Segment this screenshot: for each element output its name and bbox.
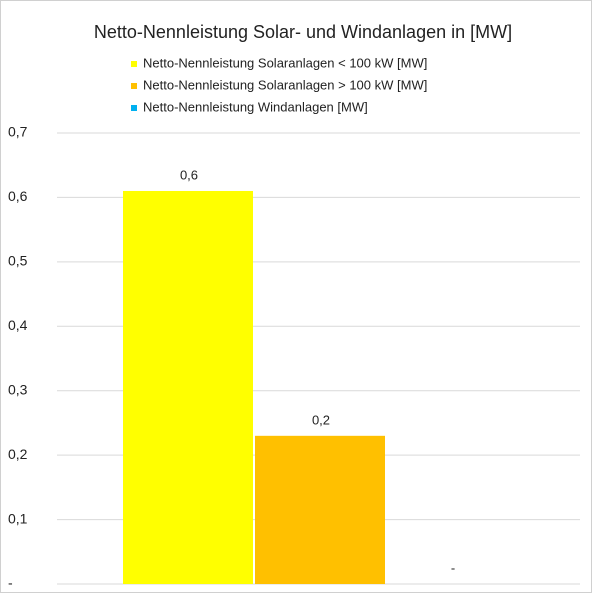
y-tick-label: 0,6 <box>8 188 28 204</box>
legend-swatch <box>131 105 137 111</box>
legend-label: Netto-Nennleistung Solaranlagen > 100 kW… <box>143 77 427 92</box>
y-tick-label: 0,1 <box>8 510 28 526</box>
legend-swatch <box>131 83 137 89</box>
legend-label: Netto-Nennleistung Solaranlagen < 100 kW… <box>143 55 427 70</box>
y-tick-label: 0,4 <box>8 317 28 333</box>
y-tick-label: 0,3 <box>8 381 28 397</box>
legend-swatch <box>131 61 137 67</box>
data-label: 0,6 <box>180 167 198 182</box>
y-tick-label: 0,2 <box>8 446 28 462</box>
chart-title: Netto-Nennleistung Solar- und Windanlage… <box>94 22 512 42</box>
legend-label: Netto-Nennleistung Windanlagen [MW] <box>143 99 368 114</box>
bar <box>123 190 253 584</box>
y-tick-label: 0,5 <box>8 253 28 269</box>
y-tick-label: - <box>8 575 13 591</box>
y-tick-label: 0,7 <box>8 124 28 140</box>
bar <box>255 435 385 584</box>
data-label: - <box>451 560 455 575</box>
data-label: 0,2 <box>312 412 330 427</box>
